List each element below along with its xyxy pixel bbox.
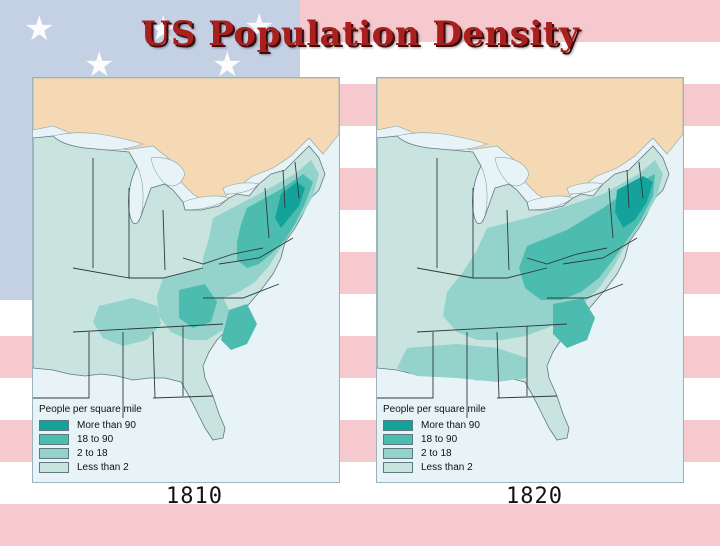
legend-swatch (39, 434, 69, 445)
map-panel-1810: People per square mile More than 90 18 t… (33, 78, 339, 482)
legend-swatch (39, 462, 69, 473)
legend-label: 18 to 90 (421, 434, 458, 445)
map-panel-1820: People per square mile More than 90 18 t… (377, 78, 683, 482)
star-icon: ★ (212, 45, 243, 85)
star-icon: ★ (84, 45, 115, 85)
legend-item: 2 to 18 (39, 447, 142, 460)
legend-label: More than 90 (421, 420, 480, 431)
legend-swatch (383, 434, 413, 445)
legend-label: 18 to 90 (77, 434, 114, 445)
legend-label: 2 to 18 (421, 448, 452, 459)
map-legend: People per square mile More than 90 18 t… (39, 404, 142, 475)
star-icon: ★ (24, 9, 55, 49)
us-map-1810 (33, 78, 339, 482)
legend-title: People per square mile (39, 404, 142, 415)
map-legend: People per square mile More than 90 18 t… (383, 404, 486, 475)
legend-title: People per square mile (383, 404, 486, 415)
legend-label: 2 to 18 (77, 448, 108, 459)
legend-swatch (39, 420, 69, 431)
legend-label: Less than 2 (77, 462, 129, 473)
legend-swatch (383, 462, 413, 473)
legend-item: 2 to 18 (383, 447, 486, 460)
legend-item: More than 90 (383, 419, 486, 432)
legend-item: Less than 2 (383, 461, 486, 474)
star-icon: ★ (148, 9, 179, 49)
year-label-1810: 1810 (166, 484, 223, 509)
legend-swatch (383, 420, 413, 431)
star-icon: ★ (244, 7, 275, 47)
legend-item: More than 90 (39, 419, 142, 432)
year-label-1820: 1820 (506, 484, 563, 509)
us-map-1820 (377, 78, 683, 482)
legend-item: Less than 2 (39, 461, 142, 474)
page-title: US Population Density (140, 14, 580, 54)
flag-stripe (0, 504, 720, 546)
legend-item: 18 to 90 (39, 433, 142, 446)
legend-label: More than 90 (77, 420, 136, 431)
legend-swatch (383, 448, 413, 459)
legend-label: Less than 2 (421, 462, 473, 473)
legend-item: 18 to 90 (383, 433, 486, 446)
legend-swatch (39, 448, 69, 459)
